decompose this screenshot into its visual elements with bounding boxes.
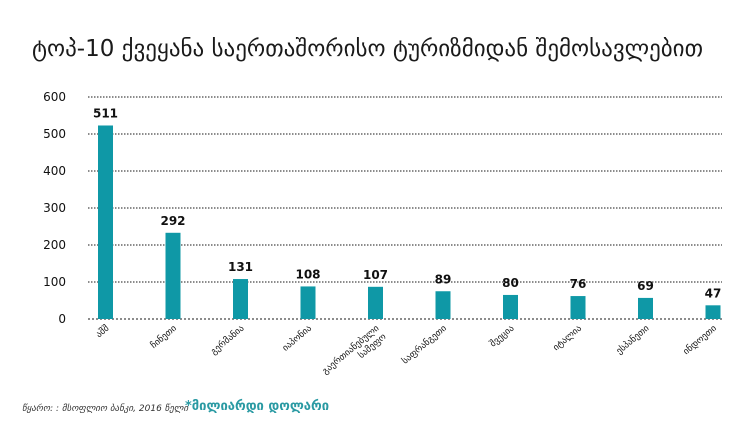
x-axis-tick-labels: აშშ ჩინეთი გერმანია იაპონია გაერთიანებულისამ… bbox=[94, 323, 719, 386]
x-tick-label: გერმანია bbox=[209, 323, 247, 358]
source-note: წყარო: : მსოფლიო ბანკი, 2016 წელი bbox=[22, 404, 189, 414]
y-tick-label: 0 bbox=[58, 312, 66, 326]
x-tick-label: გაერთიანებულისამეფო bbox=[320, 323, 389, 386]
bar bbox=[98, 125, 113, 320]
bar bbox=[503, 294, 518, 319]
data-label: 131 bbox=[228, 260, 253, 274]
gridlines bbox=[88, 96, 722, 320]
data-label: 107 bbox=[363, 268, 388, 282]
x-tick-label: აშშ bbox=[94, 323, 112, 341]
bar bbox=[233, 279, 248, 319]
x-tick-label: ესპანეთი bbox=[614, 323, 652, 357]
y-tick-label: 600 bbox=[43, 90, 66, 104]
x-tick-label: იტალია bbox=[552, 323, 585, 353]
y-tick-label: 400 bbox=[43, 164, 66, 178]
data-label: 47 bbox=[705, 286, 722, 300]
x-tick-label: ჩინეთი bbox=[148, 323, 179, 351]
y-tick-label: 300 bbox=[43, 201, 66, 215]
y-tick-label: 100 bbox=[43, 275, 66, 289]
bar bbox=[570, 296, 586, 319]
data-label: 80 bbox=[502, 276, 519, 290]
chart-title: ტოპ-10 ქვეყანა საერთაშორისო ტურიზმიდან შ… bbox=[31, 36, 703, 62]
data-labels: 511 292 131 108 107 89 80 76 69 47 bbox=[93, 106, 721, 300]
x-tick-label: საფრანგეთი bbox=[400, 323, 449, 367]
bar bbox=[300, 286, 316, 319]
y-tick-label: 200 bbox=[43, 238, 66, 252]
bar bbox=[368, 286, 383, 319]
bar bbox=[638, 297, 653, 319]
bar bbox=[165, 232, 181, 319]
x-tick-label: ინდოეთი bbox=[681, 323, 719, 358]
data-label: 89 bbox=[435, 272, 452, 286]
y-axis-tick-labels: 0 100 200 300 400 500 600 bbox=[43, 90, 66, 326]
unit-note: *მილიარდი დოლარი bbox=[185, 399, 330, 414]
data-label: 69 bbox=[637, 279, 654, 293]
bar bbox=[435, 291, 451, 319]
x-tick-label: იაპონია bbox=[280, 323, 314, 354]
data-label: 511 bbox=[93, 106, 118, 120]
bar bbox=[705, 305, 721, 319]
bars bbox=[98, 125, 721, 320]
data-label: 292 bbox=[160, 214, 185, 228]
y-tick-label: 500 bbox=[43, 127, 66, 141]
data-label: 108 bbox=[295, 267, 320, 281]
data-label: 76 bbox=[570, 277, 587, 291]
x-tick-label: შვეცია bbox=[488, 323, 517, 350]
